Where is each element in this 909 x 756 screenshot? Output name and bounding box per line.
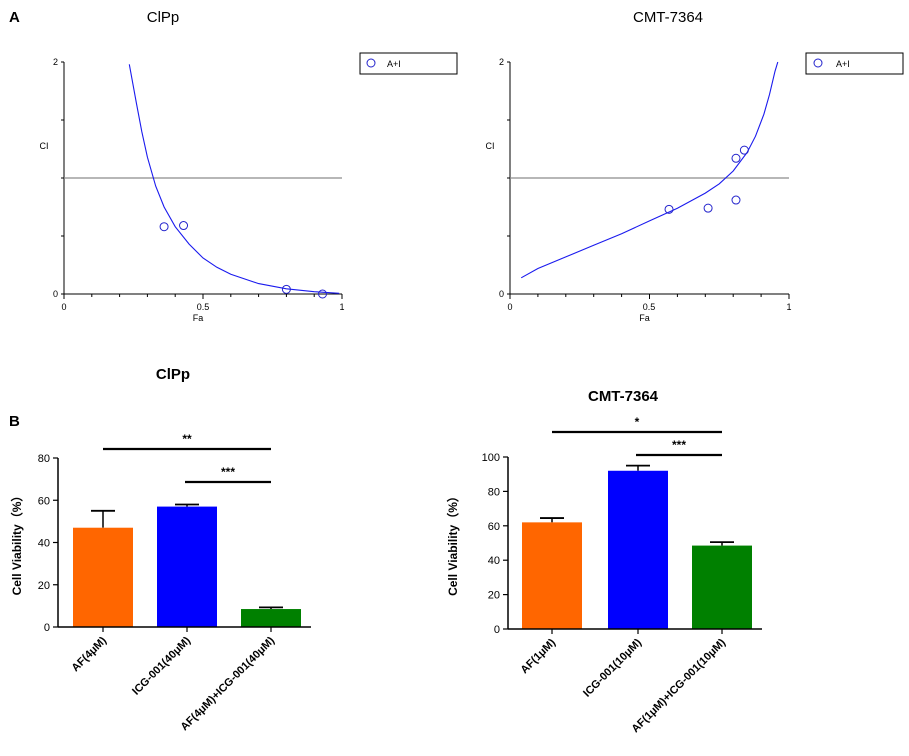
y-tick-label: 0	[44, 622, 50, 634]
bar	[692, 545, 752, 629]
y-axis-label: Cell Viability（%）	[9, 490, 24, 596]
y-tick-label: 40	[38, 538, 50, 550]
bar	[73, 527, 133, 627]
bar	[157, 506, 217, 627]
legend-label: A+I	[387, 59, 401, 69]
y-tick-label: 20	[38, 580, 50, 592]
bar-chart-cmt-7364: CMT-7364 0 20 40 60 80 100 AF(1μM) ICG-001(10μM…	[445, 388, 762, 735]
category-label: AF(4μM)+ICG-001(40μM)	[179, 634, 278, 733]
bar-chart-title: ClPp	[156, 366, 190, 383]
data-point	[318, 289, 328, 299]
data-point	[281, 284, 291, 294]
legend-marker	[813, 58, 823, 68]
x-axis-label: Fa	[639, 313, 650, 323]
y-tick-label: 60	[38, 495, 50, 507]
y-tick-label: 0	[53, 289, 58, 299]
significance-label: ***	[672, 438, 686, 452]
data-point	[731, 153, 741, 163]
category-label: ICG-001(40μM)	[130, 634, 193, 697]
y-tick-label: 20	[488, 590, 500, 602]
bar-chart-clpp: ClPp 0 20 40 60 80 AF(4μM) ICG-001(40μM)AF(4μM…	[9, 366, 311, 733]
legend-label: A+I	[836, 59, 850, 69]
panel-label-a: A	[9, 9, 20, 26]
category-label: AF(4μM)	[70, 634, 110, 674]
y-tick-label: 60	[488, 521, 500, 533]
y-tick-label: 40	[488, 555, 500, 567]
y-tick-label: 2	[499, 57, 504, 67]
y-axis-label: Cell Viability（%）	[445, 490, 460, 596]
x-tick-label: 0.5	[197, 302, 210, 312]
data-point	[731, 195, 741, 205]
legend-marker	[366, 58, 376, 68]
significance-label: **	[182, 432, 192, 446]
x-tick-label: 0	[507, 302, 512, 312]
ci-legend: A+I	[359, 52, 458, 75]
bar	[522, 522, 582, 629]
data-point	[179, 221, 189, 231]
x-tick-label: 1	[339, 302, 344, 312]
y-axis-label: CI	[486, 141, 495, 151]
x-tick-label: 1	[786, 302, 791, 312]
y-tick-label: 0	[494, 624, 500, 636]
fit-curve	[520, 61, 779, 279]
data-point	[664, 204, 674, 214]
data-point	[739, 145, 749, 155]
significance-label: ***	[221, 465, 235, 479]
panel-label-b: B	[9, 413, 20, 430]
ci-plot-clpp: ClPp A+I 0 2 0 0.5 1 Fa CI	[40, 9, 458, 323]
y-tick-label: 80	[38, 453, 50, 465]
y-axis-label: CI	[40, 141, 49, 151]
x-tick-label: 0.5	[643, 302, 656, 312]
bar	[608, 470, 668, 629]
category-label: AF(1μM)+ICG-001(10μM)	[630, 636, 729, 735]
x-axis-label: Fa	[193, 313, 204, 323]
y-tick-label: 80	[488, 486, 500, 498]
ci-legend: A+I	[805, 52, 904, 75]
ci-plot-title: CMT-7364	[633, 9, 703, 26]
data-point	[159, 222, 169, 232]
bar-chart-title: CMT-7364	[588, 388, 659, 405]
category-label: ICG-001(10μM)	[581, 636, 644, 699]
data-point	[703, 203, 713, 213]
ci-plot-cmt-7364: CMT-7364 A+I 0 2 0 0.5 1 Fa CI	[486, 9, 904, 323]
x-tick-label: 0	[61, 302, 66, 312]
y-tick-label: 0	[499, 289, 504, 299]
category-label: AF(1μM)	[519, 636, 559, 676]
significance-label: *	[635, 415, 640, 429]
fit-curve	[128, 64, 340, 294]
y-tick-label: 2	[53, 57, 58, 67]
ci-plot-title: ClPp	[147, 9, 180, 26]
bar	[241, 609, 301, 627]
y-tick-label: 100	[482, 452, 500, 464]
